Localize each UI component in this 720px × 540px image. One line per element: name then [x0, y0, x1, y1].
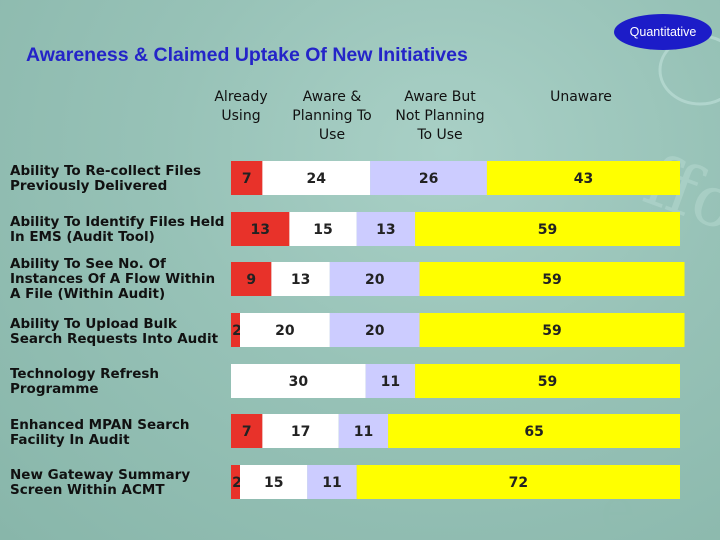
bar-already-using-row1 — [231, 161, 263, 195]
value-label-aware-not-planning-row6: 11 — [354, 424, 373, 440]
bar-aware-planning-row6 — [262, 414, 339, 448]
bar-unaware-row1 — [486, 161, 680, 195]
bar-unaware-row3 — [419, 262, 685, 296]
value-label-unaware-row3: 59 — [542, 272, 561, 288]
row-label-see-instances: Ability To See No. Of Instances Of A Flo… — [10, 256, 216, 302]
row-label-gateway-summary: New Gateway Summary Screen Within ACMT — [10, 467, 191, 498]
value-label-aware-planning-row5: 30 — [289, 374, 309, 390]
row-label-upload-bulk: Ability To Upload Bulk Search Requests I… — [10, 316, 219, 347]
value-label-already-using-row1: 7 — [242, 171, 252, 187]
bar-unaware-row6 — [388, 414, 680, 448]
value-label-already-using-row6: 7 — [242, 424, 252, 440]
value-label-unaware-row6: 65 — [524, 424, 543, 440]
bar-already-using-row2 — [231, 212, 290, 246]
legend-unaware: Unaware — [550, 89, 612, 105]
legend-already-using: Already Using — [214, 89, 268, 124]
value-label-already-using-row3: 9 — [246, 272, 256, 288]
value-label-aware-not-planning-row7: 11 — [322, 475, 341, 491]
value-label-already-using-row4: 2 — [232, 323, 242, 339]
value-label-aware-planning-row3: 13 — [291, 272, 310, 288]
bar-aware-not-planning-row4 — [329, 313, 420, 347]
row-label-recollect-files: Ability To Re-collect Files Previously D… — [10, 163, 202, 194]
bar-aware-planning-row7 — [240, 465, 308, 499]
value-label-aware-not-planning-row1: 26 — [419, 171, 438, 187]
bar-aware-not-planning-row3 — [329, 262, 420, 296]
bar-aware-not-planning-row2 — [356, 212, 416, 246]
bar-already-using-row3 — [231, 262, 272, 296]
value-label-aware-not-planning-row4: 20 — [365, 323, 385, 339]
legend-aware-planning: Aware & Planning To Use — [292, 89, 372, 143]
value-label-unaware-row4: 59 — [542, 323, 561, 339]
bar-aware-not-planning-row6 — [338, 414, 389, 448]
row-label-mpan-search: Enhanced MPAN Search Facility In Audit — [10, 417, 190, 448]
value-label-already-using-row2: 13 — [250, 222, 269, 238]
value-label-unaware-row7: 72 — [509, 475, 528, 491]
value-label-aware-planning-row4: 20 — [275, 323, 295, 339]
bar-already-using-row4 — [231, 313, 240, 347]
bar-unaware-row5 — [415, 364, 680, 398]
bar-aware-planning-row1 — [262, 161, 371, 195]
bar-already-using-row6 — [231, 414, 263, 448]
value-label-aware-planning-row1: 24 — [307, 171, 327, 187]
quantitative-badge: Quantitative — [614, 14, 712, 50]
bar-aware-planning-row5 — [231, 364, 366, 398]
value-label-unaware-row1: 43 — [574, 171, 593, 187]
bar-aware-not-planning-row1 — [370, 161, 487, 195]
bar-aware-planning-row3 — [271, 262, 330, 296]
bar-already-using-row7 — [231, 465, 240, 499]
value-label-aware-planning-row6: 17 — [291, 424, 310, 440]
value-label-already-using-row7: 2 — [232, 475, 242, 491]
value-label-aware-planning-row7: 15 — [264, 475, 283, 491]
value-label-unaware-row5: 59 — [538, 374, 557, 390]
bar-aware-not-planning-row7 — [307, 465, 357, 499]
value-label-aware-not-planning-row2: 13 — [376, 222, 395, 238]
value-label-aware-not-planning-row5: 11 — [381, 374, 400, 390]
value-label-aware-planning-row2: 15 — [313, 222, 332, 238]
chart-title: Awareness & Claimed Uptake Of New Initia… — [26, 44, 468, 66]
value-label-unaware-row2: 59 — [538, 222, 557, 238]
row-label-identify-files: Ability To Identify Files Held In EMS (A… — [10, 214, 225, 245]
value-label-aware-not-planning-row3: 20 — [365, 272, 385, 288]
legend-aware-not-planning: Aware But Not Planning To Use — [395, 89, 485, 143]
bar-aware-planning-row2 — [289, 212, 357, 246]
bar-aware-planning-row4 — [240, 313, 330, 347]
row-label-tech-refresh: Technology Refresh Programme — [10, 366, 160, 397]
bar-unaware-row2 — [415, 212, 680, 246]
bar-aware-not-planning-row5 — [365, 364, 416, 398]
bar-unaware-row4 — [419, 313, 685, 347]
bar-unaware-row7 — [356, 465, 680, 499]
